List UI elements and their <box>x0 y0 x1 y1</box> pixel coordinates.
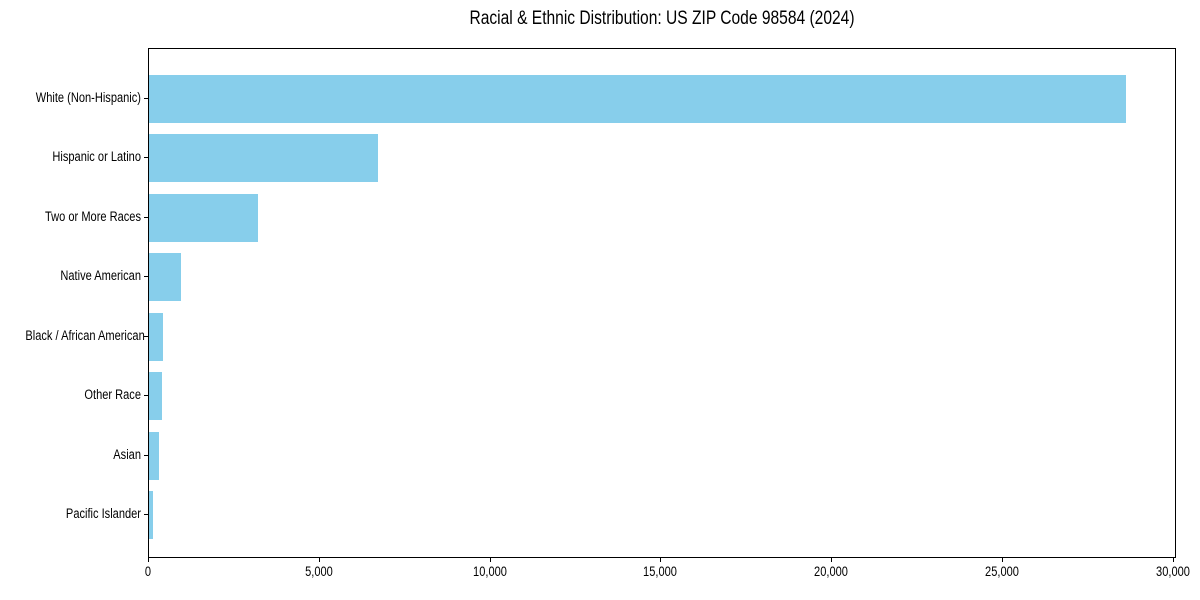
chart-title: Racial & Ethnic Distribution: US ZIP Cod… <box>469 8 855 29</box>
bar-native-american <box>149 253 182 301</box>
bar-white-non-hispanic- <box>149 74 1126 123</box>
x-tick-mark <box>831 558 833 562</box>
y-tick-mark <box>144 157 148 158</box>
bar-asian <box>149 431 160 480</box>
x-tick-label: 25,000 <box>984 564 1019 579</box>
bar-pacific-islander <box>149 491 154 539</box>
y-tick-label: Hispanic or Latino <box>52 149 141 164</box>
x-tick-mark <box>318 558 320 562</box>
x-tick-label: 30,000 <box>1155 564 1190 579</box>
y-tick-label: Two or More Races <box>45 208 141 224</box>
y-tick-mark <box>144 216 148 218</box>
plot-area <box>148 48 1176 558</box>
y-tick-label: Other Race <box>84 387 141 402</box>
y-tick-label: Native American <box>60 268 141 283</box>
x-tick-label: 5,000 <box>304 564 333 579</box>
x-tick-mark <box>1001 558 1003 562</box>
bar-other-race <box>149 372 162 420</box>
y-tick-mark <box>144 454 148 456</box>
x-tick-label: 10,000 <box>472 564 507 579</box>
y-tick-label: Black / African American <box>25 327 145 343</box>
y-tick-mark <box>144 335 148 337</box>
x-tick-label: 0 <box>144 564 152 579</box>
x-tick-mark <box>1172 558 1174 562</box>
y-tick-label: Asian <box>113 446 141 462</box>
y-tick-label: Pacific Islander <box>65 506 141 521</box>
y-tick-mark <box>144 395 148 396</box>
x-tick-label: 20,000 <box>814 564 848 579</box>
y-tick-label: White (Non-Hispanic) <box>35 89 142 105</box>
x-tick-mark <box>489 558 491 562</box>
x-tick-label: 15,000 <box>643 564 678 579</box>
x-tick-mark <box>660 558 662 562</box>
bar-black-african-american <box>149 312 163 361</box>
y-tick-mark <box>144 514 148 515</box>
bar-hispanic-or-latino <box>149 134 378 182</box>
y-tick-mark <box>144 276 148 277</box>
y-tick-mark <box>144 97 148 99</box>
bar-two-or-more-races <box>149 193 259 242</box>
x-tick-mark <box>148 558 149 562</box>
